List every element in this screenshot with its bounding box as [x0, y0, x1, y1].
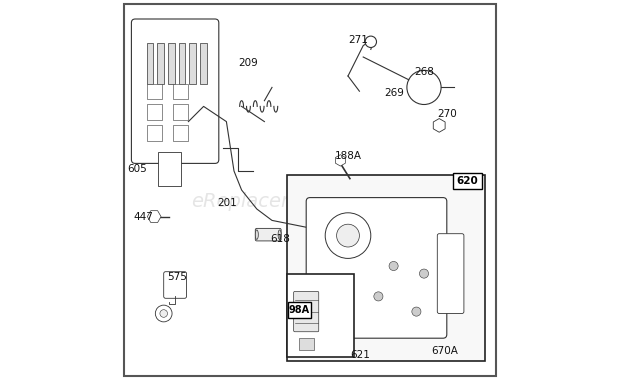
Circle shape	[389, 261, 398, 271]
FancyBboxPatch shape	[437, 234, 464, 314]
Bar	[158, 152, 181, 186]
Circle shape	[326, 213, 371, 258]
Bar	[299, 338, 314, 350]
FancyBboxPatch shape	[164, 272, 187, 298]
Circle shape	[332, 292, 341, 301]
Bar	[179, 43, 185, 84]
Bar	[173, 125, 188, 141]
Bar	[146, 105, 162, 120]
Text: 188A: 188A	[335, 151, 361, 161]
Text: 209: 209	[238, 58, 257, 68]
Text: 269: 269	[384, 88, 404, 98]
Ellipse shape	[278, 230, 281, 239]
Bar	[189, 43, 196, 84]
Text: 271: 271	[348, 35, 368, 45]
Circle shape	[374, 292, 383, 301]
Bar	[200, 43, 206, 84]
FancyBboxPatch shape	[306, 198, 447, 338]
FancyBboxPatch shape	[255, 228, 281, 241]
FancyBboxPatch shape	[294, 291, 319, 332]
Circle shape	[337, 224, 360, 247]
Text: 618: 618	[270, 234, 290, 244]
Circle shape	[412, 307, 421, 316]
Text: 201: 201	[217, 198, 237, 208]
FancyBboxPatch shape	[131, 19, 219, 163]
Bar	[173, 84, 188, 99]
Bar	[287, 175, 485, 361]
Text: 575: 575	[167, 272, 187, 282]
Text: 268: 268	[415, 67, 435, 77]
Text: 270: 270	[437, 109, 457, 119]
Bar	[146, 43, 153, 84]
Bar	[146, 84, 162, 99]
Circle shape	[420, 269, 428, 278]
Circle shape	[156, 305, 172, 322]
Text: 98A: 98A	[289, 305, 310, 315]
Text: 447: 447	[133, 212, 153, 222]
Text: 620: 620	[456, 176, 478, 186]
Text: 670A: 670A	[432, 347, 458, 356]
Text: 605: 605	[128, 164, 148, 174]
Ellipse shape	[255, 230, 259, 239]
Text: eReplacementParts.com: eReplacementParts.com	[191, 192, 429, 211]
Bar	[157, 43, 164, 84]
Circle shape	[365, 36, 376, 48]
Circle shape	[160, 310, 167, 317]
FancyBboxPatch shape	[288, 302, 311, 318]
Bar	[287, 274, 353, 357]
Bar	[168, 43, 175, 84]
Bar	[173, 105, 188, 120]
Bar	[146, 125, 162, 141]
Text: 621: 621	[350, 350, 370, 360]
FancyBboxPatch shape	[453, 173, 482, 189]
